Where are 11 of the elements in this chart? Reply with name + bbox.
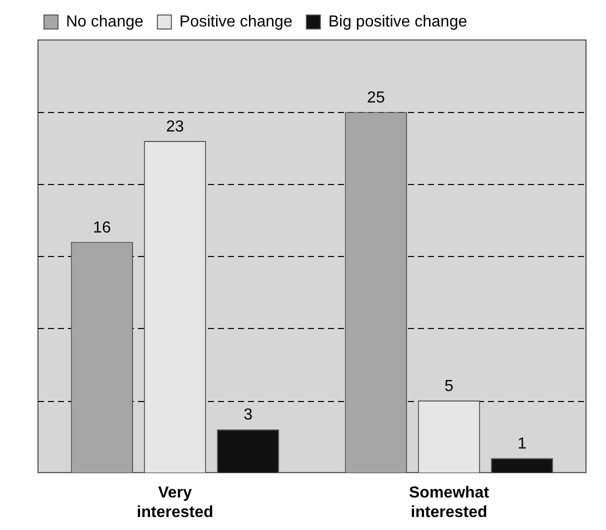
data-label: 3: [244, 406, 253, 424]
x-tick-label: Somewhat interested: [408, 484, 490, 521]
legend-label: Big positive change: [328, 13, 468, 30]
data-label: 16: [93, 219, 111, 236]
legend-label: No change: [66, 13, 144, 30]
data-label: 5: [444, 378, 454, 395]
legend-label: Positive change: [179, 13, 292, 30]
data-label: 23: [166, 118, 184, 136]
x-tick-label: Very interested: [136, 484, 214, 521]
data-label: 1: [518, 436, 527, 453]
data-label: 25: [367, 90, 385, 107]
